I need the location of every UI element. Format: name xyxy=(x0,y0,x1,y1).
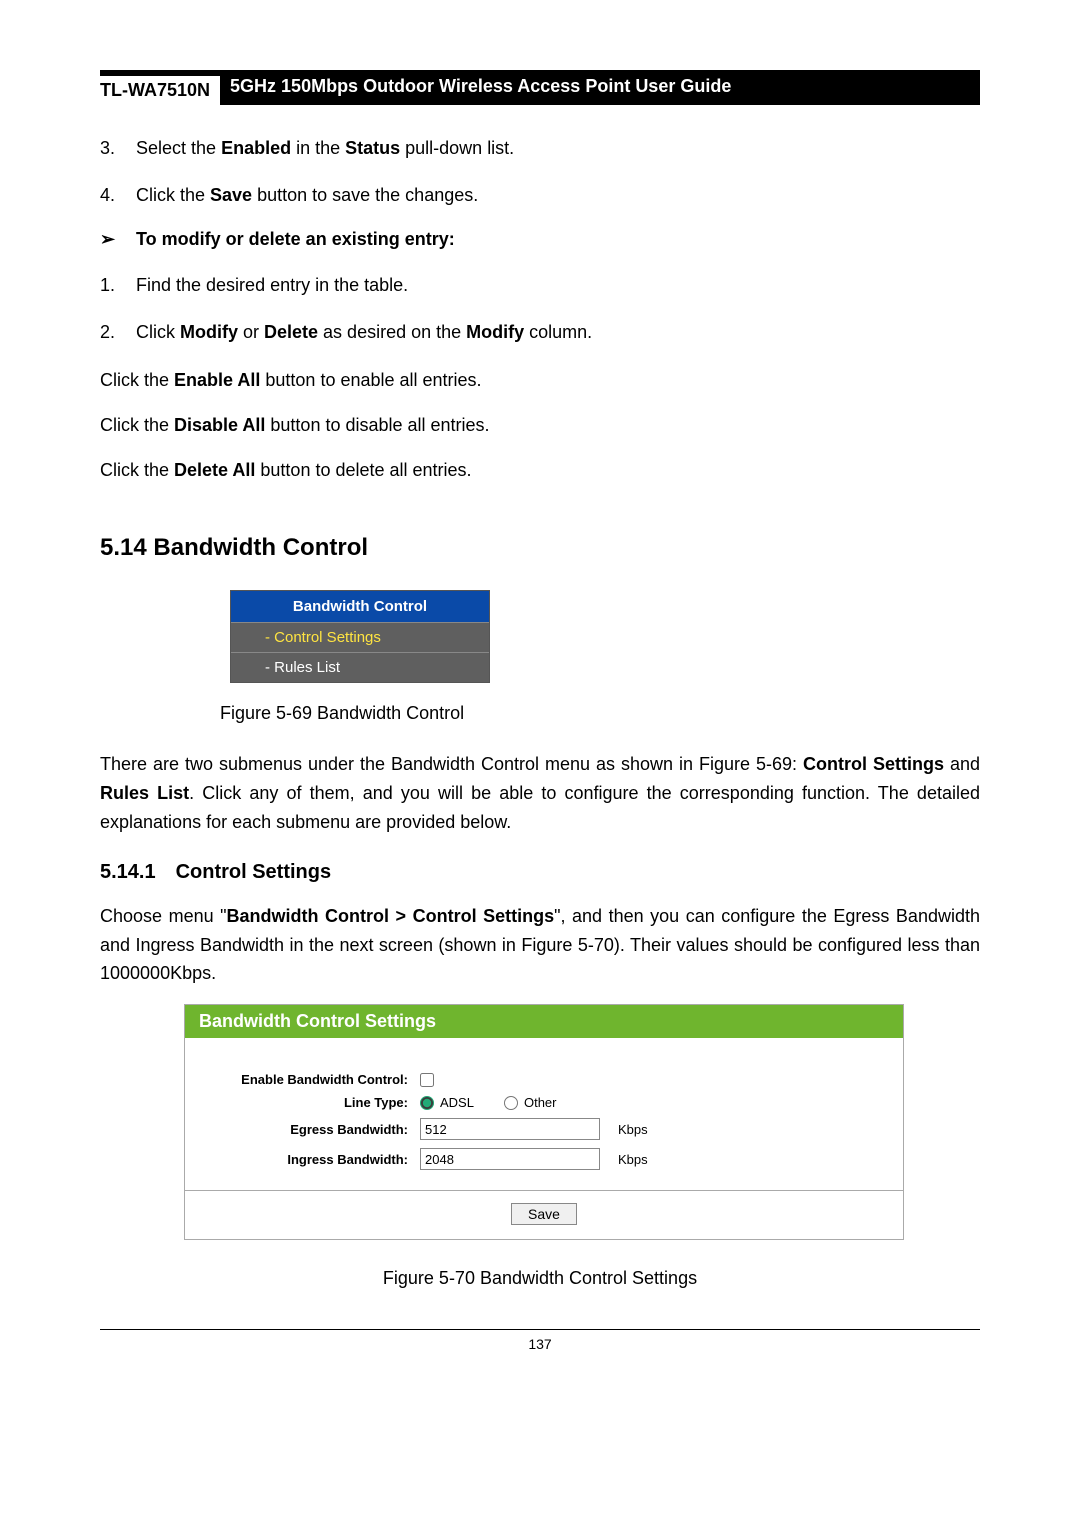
menu-title: Bandwidth Control xyxy=(231,591,489,622)
egress-input[interactable] xyxy=(420,1118,600,1140)
linetype-label: Line Type: xyxy=(205,1095,420,1110)
page-number: 137 xyxy=(100,1336,980,1352)
bandwidth-control-settings-panel: Bandwidth Control Settings Enable Bandwi… xyxy=(184,1004,904,1240)
menu-item[interactable]: - Rules List xyxy=(231,652,489,682)
step-item: 4.Click the Save button to save the chan… xyxy=(100,182,980,209)
subsection-num: 5.14.1 xyxy=(100,861,170,884)
info-para: Click the Disable All button to disable … xyxy=(100,411,980,440)
ingress-label: Ingress Bandwidth: xyxy=(205,1152,420,1167)
subheading-text: To modify or delete an existing entry: xyxy=(136,229,455,250)
header-model: TL-WA7510N xyxy=(100,72,220,105)
ordered-steps-b: 1.Find the desired entry in the table. 2.… xyxy=(100,272,980,346)
subsection-title: Control Settings xyxy=(176,861,332,883)
doc-header: TL-WA7510N 5GHz 150Mbps Outdoor Wireless… xyxy=(100,70,980,105)
egress-label: Egress Bandwidth: xyxy=(205,1122,420,1137)
figure-caption-70: Figure 5-70 Bandwidth Control Settings xyxy=(100,1268,980,1289)
enable-checkbox[interactable] xyxy=(420,1073,434,1087)
info-para: Click the Enable All button to enable al… xyxy=(100,366,980,395)
section-title: Bandwidth Control xyxy=(153,534,368,561)
panel-title: Bandwidth Control Settings xyxy=(185,1005,903,1038)
step-item: 3.Select the Enabled in the Status pull-… xyxy=(100,135,980,162)
egress-unit: Kbps xyxy=(618,1122,648,1137)
intro-paragraph: There are two submenus under the Bandwid… xyxy=(100,750,980,836)
linetype-radio-other[interactable]: Other xyxy=(504,1095,557,1110)
step-item: 1.Find the desired entry in the table. xyxy=(100,272,980,299)
chevron-icon: ➢ xyxy=(100,229,136,250)
menu-item[interactable]: - Control Settings xyxy=(231,622,489,652)
section-heading: 5.14 Bandwidth Control xyxy=(100,534,980,562)
step-item: 2.Click Modify or Delete as desired on t… xyxy=(100,319,980,346)
footer-rule xyxy=(100,1329,980,1330)
ingress-unit: Kbps xyxy=(618,1152,648,1167)
ingress-input[interactable] xyxy=(420,1148,600,1170)
control-settings-paragraph: Choose menu "Bandwidth Control > Control… xyxy=(100,902,980,988)
section-num: 5.14 xyxy=(100,534,147,561)
linetype-radio-adsl[interactable]: ADSL xyxy=(420,1095,474,1110)
subheading-modify-delete: ➢ To modify or delete an existing entry: xyxy=(100,229,980,250)
enable-label: Enable Bandwidth Control: xyxy=(205,1072,420,1087)
figure-caption-69: Figure 5-69 Bandwidth Control xyxy=(220,703,980,724)
subsection-heading: 5.14.1 Control Settings xyxy=(100,861,980,884)
info-para: Click the Delete All button to delete al… xyxy=(100,456,980,485)
bandwidth-control-menu: Bandwidth Control - Control Settings- Ru… xyxy=(230,590,490,683)
info-paragraphs: Click the Enable All button to enable al… xyxy=(100,366,980,484)
ordered-steps-a: 3.Select the Enabled in the Status pull-… xyxy=(100,135,980,209)
save-button[interactable]: Save xyxy=(511,1203,577,1225)
header-title: 5GHz 150Mbps Outdoor Wireless Access Poi… xyxy=(220,72,980,105)
